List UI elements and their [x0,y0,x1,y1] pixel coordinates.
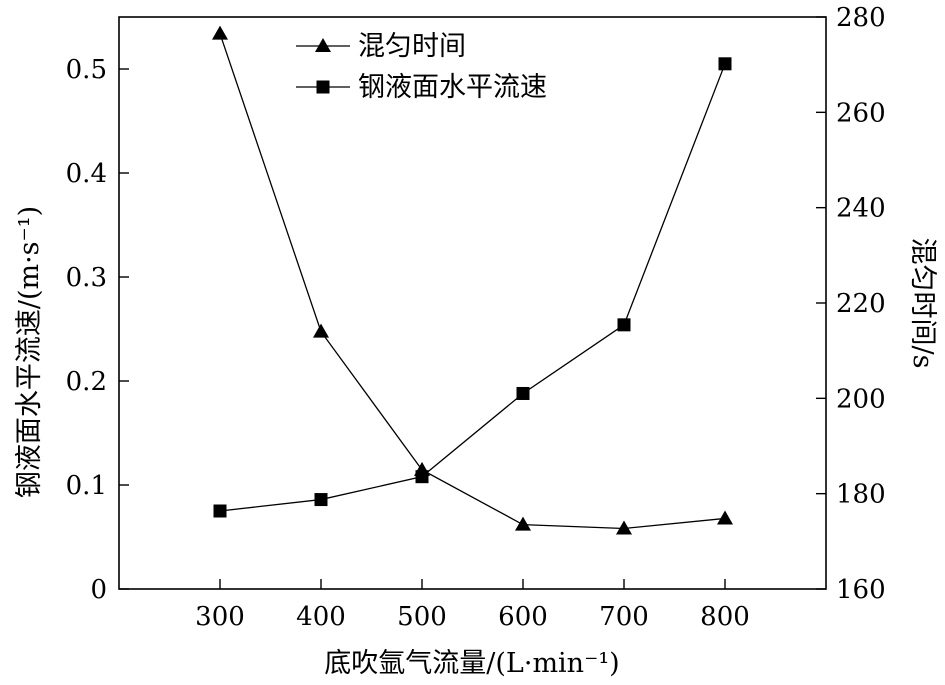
legend-label: 混匀时间 [358,31,466,62]
x-tick-label: 800 [700,602,750,632]
right-y-tick-label: 180 [836,480,886,510]
flow-velocity-point [213,504,227,518]
x-axis-ticks: 300 400 500 600 700 800 [195,579,750,632]
flow-velocity-point [617,318,631,332]
left-y-tick-label: 0.5 [66,55,107,85]
right-y-axis-title: 混匀时间/s [907,238,938,369]
left-y-axis-title: 钢液面水平流速/(m·s⁻¹) [14,206,45,498]
left-y-tick-label: 0.2 [66,367,107,397]
legend-label: 钢液面水平流速 [358,72,547,103]
right-y-tick-label: 260 [836,98,886,128]
flow-velocity-point [415,470,429,484]
left-y-tick-label: 0.1 [66,471,107,501]
right-y-tick-label: 200 [836,384,886,414]
legend-marker [315,38,331,52]
left-y-tick-label: 0.4 [66,159,107,189]
mixing-time-point [717,510,733,525]
x-tick-label: 700 [599,602,649,632]
x-tick-label: 400 [296,602,346,632]
mixing-time-point [515,516,531,531]
right-y-tick-label: 160 [836,575,886,605]
mixing-time-point [616,520,632,535]
mixing-time-point [212,25,228,40]
right-y-tick-label: 280 [836,3,886,33]
flow-velocity-point [516,386,530,400]
flow-velocity-point [718,57,732,71]
series-line-flow-velocity [219,63,726,512]
x-tick-label: 500 [397,602,447,632]
legend-marker [316,80,330,94]
right-y-tick-label: 220 [836,289,886,319]
left-y-axis-ticks: 0 0.1 0.2 0.3 0.4 0.5 [66,55,129,605]
series-layer [212,25,733,535]
right-y-axis-ticks: 160 180 200 220 240 260 280 [816,3,886,605]
series-line-mixing-time [219,33,726,530]
mixing-time-point [313,323,329,338]
left-y-tick-label: 0 [90,575,107,605]
x-tick-label: 600 [498,602,548,632]
x-tick-label: 300 [195,602,245,632]
x-axis-title: 底吹氩气流量/(L·min⁻¹) [324,648,619,679]
right-y-tick-label: 240 [836,194,886,224]
left-y-tick-label: 0.3 [66,263,107,293]
flow-velocity-point [314,493,328,507]
